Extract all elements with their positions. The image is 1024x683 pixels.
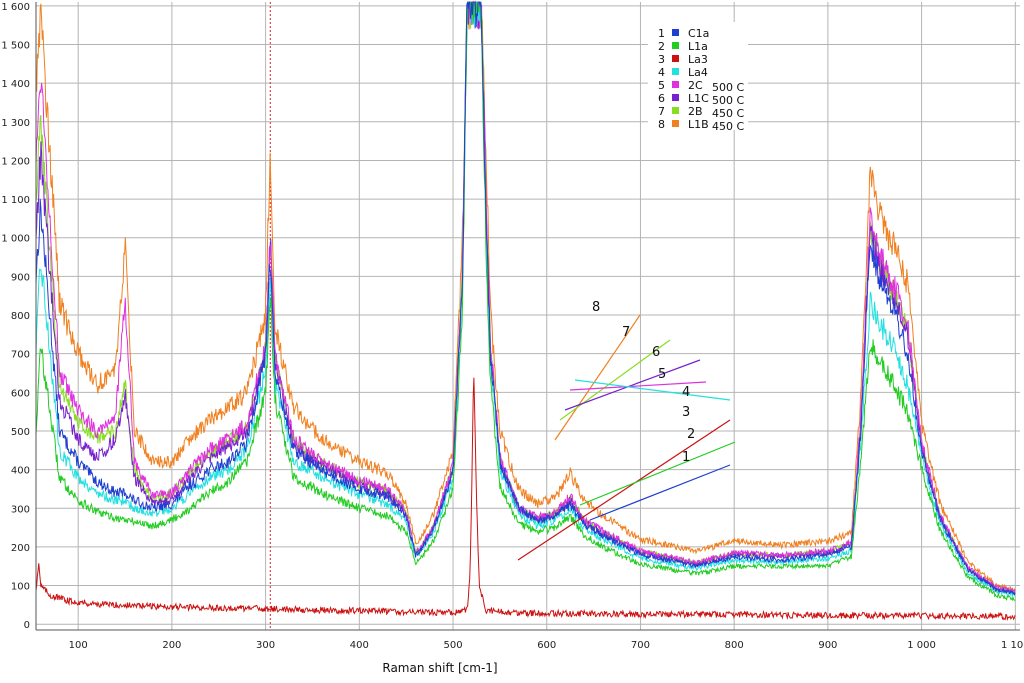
callout-number-3: 3: [682, 405, 690, 420]
legend-label: L1a: [688, 40, 708, 53]
callout-number-4: 4: [682, 385, 690, 400]
x-tick-label: 400: [350, 640, 369, 651]
legend-swatch: [672, 55, 679, 62]
series-group: [35, 0, 1016, 622]
y-tick-label: 1 300: [1, 118, 30, 129]
legend-label: La4: [688, 66, 708, 79]
grid-lines: [36, 2, 1020, 630]
callout-line-2: [579, 441, 736, 506]
y-tick-label: 400: [11, 466, 30, 477]
legend-label: L1C: [688, 92, 709, 105]
legend-note: 450 C: [712, 120, 744, 133]
x-tick-label: 1 100: [1001, 640, 1024, 651]
legend-box: [648, 22, 748, 130]
callout-number-2: 2: [687, 427, 695, 442]
legend-number: 2: [658, 40, 665, 53]
legend-swatch: [672, 120, 679, 127]
y-tick-label: 1 100: [1, 195, 30, 206]
legend-label: 2B: [688, 105, 703, 118]
legend-number: 1: [658, 27, 665, 40]
y-tick-label: 600: [11, 388, 30, 399]
callout-line-1: [589, 464, 731, 521]
legend-number: 3: [658, 53, 665, 66]
y-tick-label: 100: [11, 582, 30, 593]
legend-swatch: [672, 81, 679, 88]
x-tick-label: 700: [631, 640, 650, 651]
legend-label: L1B: [688, 118, 709, 131]
x-tick-label: 500: [443, 640, 462, 651]
x-tick-label: 1 000: [907, 640, 936, 651]
series-line-l1a: [35, 1, 1016, 602]
y-tick-label: 1 200: [1, 156, 30, 167]
legend-swatch: [672, 107, 679, 114]
callout-line-4: [574, 379, 731, 401]
callout-line-5: [569, 381, 707, 391]
legend-swatch: [672, 68, 679, 75]
callout-group: 8 7 6 5 4 3 2 1: [517, 300, 736, 561]
x-tick-label: 800: [725, 640, 744, 651]
y-tick-label: 1 000: [1, 234, 30, 245]
legend-number: 5: [658, 79, 665, 92]
y-tick-label: 1 500: [1, 41, 30, 52]
y-tick-label: 500: [11, 427, 30, 438]
x-tick-label: 600: [537, 640, 556, 651]
x-axis-label: Raman shift [cm-1]: [382, 661, 497, 675]
series-line-2c: [35, 1, 1016, 594]
x-tick-label: 200: [162, 640, 181, 651]
legend-label: La3: [688, 53, 708, 66]
y-tick-label: 1 400: [1, 79, 30, 90]
legend-label: 2C: [688, 79, 703, 92]
legend-number: 8: [658, 118, 665, 131]
legend-swatch: [672, 29, 679, 36]
y-tick-label: 1 600: [1, 2, 30, 13]
y-tick-label: 300: [11, 504, 30, 515]
x-tick-label: 900: [818, 640, 837, 651]
legend-note: 500 C: [712, 94, 744, 107]
y-tick-label: 900: [11, 272, 30, 283]
callout-number-7: 7: [622, 325, 630, 340]
x-tick-label: 100: [69, 640, 88, 651]
callout-number-8: 8: [592, 300, 600, 315]
axes: 0 100 200 300 400 500 600 700 800 900 1 000 1 100 1 …: [1, 2, 1024, 651]
legend-swatch: [672, 94, 679, 101]
y-tick-label: 0: [24, 620, 30, 631]
legend-number: 4: [658, 66, 665, 79]
callout-line-6: [564, 359, 701, 411]
legend-note: 450 C: [712, 107, 744, 120]
legend-number: 7: [658, 105, 665, 118]
y-tick-label: 200: [11, 543, 30, 554]
callout-number-5: 5: [658, 367, 666, 382]
legend-note: 500 C: [712, 81, 744, 94]
legend-label: C1a: [688, 27, 709, 40]
callout-line-3: [517, 419, 731, 561]
series-line-la3: [35, 377, 1016, 622]
callout-line-7: [559, 339, 671, 421]
callout-line-8: [554, 314, 641, 441]
legend-number: 6: [658, 92, 665, 105]
legend-swatch: [672, 42, 679, 49]
y-tick-label: 800: [11, 311, 30, 322]
x-tick-label: 300: [256, 640, 275, 651]
callout-number-6: 6: [652, 345, 660, 360]
legend: 1 C1a 2 L1a 3 La3 4 La4 5 2C 500 C 6 L1C 500 C 7 2B 450 …: [648, 22, 748, 133]
callout-number-1: 1: [682, 450, 690, 465]
series-line-c1a: [35, 1, 1016, 596]
y-tick-label: 700: [11, 350, 30, 361]
